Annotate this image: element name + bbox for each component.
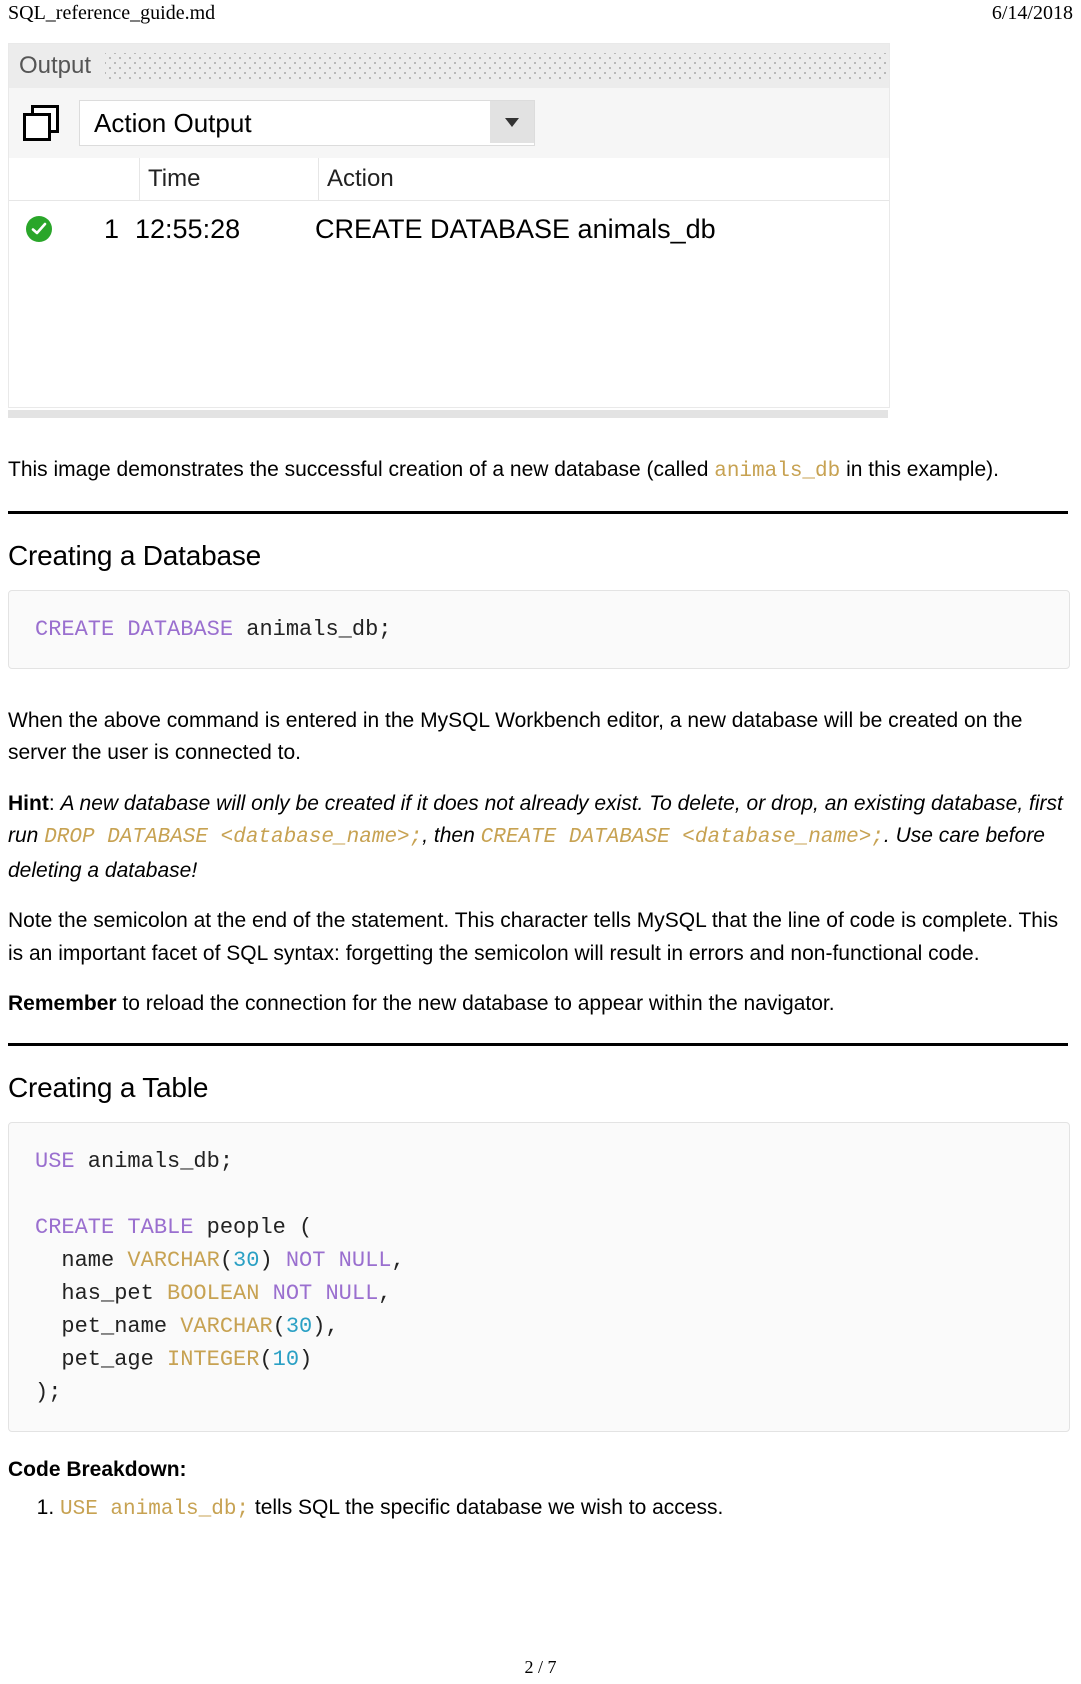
page-footer: 2 / 7 xyxy=(0,1657,1081,1678)
row-index: 1 xyxy=(69,214,135,245)
section-heading-create-table: Creating a Table xyxy=(8,1072,1073,1104)
output-columns-header: Time Action xyxy=(9,158,889,201)
inline-code: animals_db xyxy=(714,460,840,483)
chevron-down-icon xyxy=(505,118,519,127)
output-type-dropdown[interactable]: Action Output xyxy=(79,100,535,146)
hint-paragraph: Hint: A new database will only be create… xyxy=(8,788,1068,888)
paragraph: When the above command is entered in the… xyxy=(8,705,1068,770)
row-action: CREATE DATABASE animals_db xyxy=(315,214,889,245)
output-row[interactable]: 1 12:55:28 CREATE DATABASE animals_db xyxy=(9,201,889,257)
success-icon xyxy=(26,216,52,242)
section-divider xyxy=(8,1043,1068,1046)
screenshot-caption: This image demonstrates the successful c… xyxy=(8,454,1068,489)
inline-code: USE animals_db; xyxy=(60,1498,249,1521)
inline-code: DROP DATABASE <database_name>; xyxy=(44,826,422,849)
output-header: Output xyxy=(9,44,889,88)
print-header: SQL_reference_guide.md 6/14/2018 xyxy=(8,0,1073,35)
list-item: USE animals_db; tells SQL the specific d… xyxy=(60,1496,1073,1521)
code-block-create-db: CREATE DATABASE animals_db; xyxy=(8,590,1070,669)
dropdown-caret-button[interactable] xyxy=(490,101,534,143)
remember-paragraph: Remember to reload the connection for th… xyxy=(8,988,1068,1021)
stack-icon xyxy=(23,105,59,141)
header-filename: SQL_reference_guide.md xyxy=(8,2,215,25)
col-action-header: Action xyxy=(318,158,889,200)
col-time-header: Time xyxy=(139,158,318,200)
row-time: 12:55:28 xyxy=(135,214,315,245)
section-heading-create-db: Creating a Database xyxy=(8,540,1073,572)
horizontal-scrollbar[interactable] xyxy=(8,410,888,418)
breakdown-list: USE animals_db; tells SQL the specific d… xyxy=(8,1496,1073,1521)
header-date: 6/14/2018 xyxy=(992,2,1073,25)
output-toolbar: Action Output xyxy=(9,88,889,158)
output-header-label: Output xyxy=(19,52,91,80)
header-drag-dots xyxy=(105,53,889,79)
code-block-create-table: USE animals_db; CREATE TABLE people ( na… xyxy=(8,1122,1070,1432)
paragraph: Note the semicolon at the end of the sta… xyxy=(8,905,1068,970)
dropdown-selected-label: Action Output xyxy=(94,108,252,139)
section-divider xyxy=(8,511,1068,514)
workbench-output-panel: Output Action Output Time Action xyxy=(8,43,890,408)
code-breakdown-heading: Code Breakdown: xyxy=(8,1458,1073,1482)
inline-code: CREATE DATABASE <database_name>; xyxy=(481,826,884,849)
